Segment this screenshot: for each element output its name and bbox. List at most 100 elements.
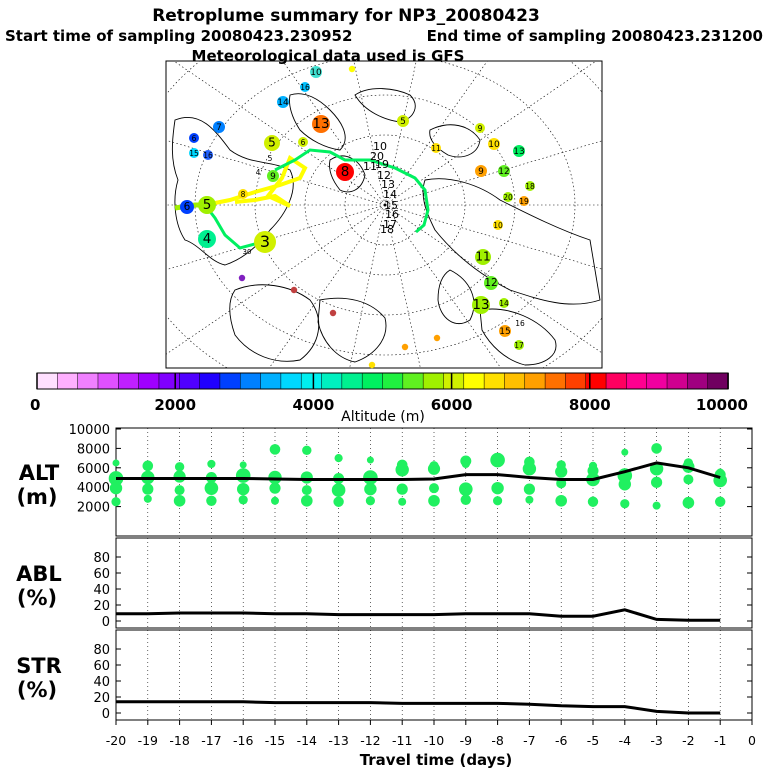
coastline <box>479 308 557 366</box>
y-tick-label: 20 <box>93 599 110 614</box>
polar-label: 12 <box>377 169 391 182</box>
colorbar-swatch <box>646 372 668 390</box>
map-marker-label: 16 <box>203 151 213 160</box>
colorbar-swatch <box>707 372 729 390</box>
map-marker-label: 11 <box>431 144 441 153</box>
map-marker <box>513 145 525 157</box>
map-marker-label: 6 <box>184 201 191 213</box>
x-axis-title: Travel time (days) <box>360 751 513 768</box>
panel-label: ALT <box>19 461 60 485</box>
coastline <box>422 178 601 305</box>
alt-scatter-point <box>620 499 630 509</box>
alt-scatter-point <box>460 494 471 506</box>
x-tick-label: -9 <box>460 733 473 748</box>
alt-scatter-point <box>206 495 217 506</box>
map-marker-label: 4 <box>256 168 261 177</box>
time-series-panels: 100008000600040002000ALT(m)806040200ABL(… <box>16 423 756 748</box>
alt-scatter-point <box>364 482 377 496</box>
map-marker-label: 11 <box>475 250 490 264</box>
colorbar-swatch <box>341 372 363 390</box>
y-tick-label: 6000 <box>77 462 110 477</box>
x-tick-label: -20 <box>106 733 126 748</box>
map-marker-small <box>238 274 246 282</box>
map-marker <box>472 296 490 314</box>
map-marker-small <box>368 361 376 369</box>
map-marker-label: 14 <box>499 299 509 308</box>
alt-scatter-point <box>334 454 343 463</box>
map-marker <box>189 148 199 158</box>
map-marker-label: 15 <box>499 327 510 337</box>
alt-scatter-point <box>429 483 439 494</box>
alt-scatter-point <box>555 465 568 478</box>
map-marker-label: 13 <box>312 116 329 132</box>
start-time-label: Start time of sampling 20080423.230952 <box>5 27 352 45</box>
x-tick-label: -12 <box>360 733 380 748</box>
map-marker <box>431 143 441 153</box>
map-marker <box>488 138 500 150</box>
map-marker-small <box>290 286 298 294</box>
panel-label: ABL <box>16 562 62 586</box>
map-marker <box>312 115 330 133</box>
alt-scatter-point <box>333 496 344 507</box>
coastline <box>437 269 475 325</box>
coastline <box>289 93 346 151</box>
polar-label: 18 <box>380 223 394 236</box>
colorbar-swatch <box>483 372 506 390</box>
alt-scatter-point <box>366 456 374 464</box>
x-tick-label: -5 <box>587 733 599 748</box>
colorbar-tick-label: 10000 <box>696 396 748 414</box>
x-tick-label: -15 <box>265 733 285 748</box>
map-marker-label: 13 <box>472 297 489 313</box>
polar-label: 14 <box>383 188 397 201</box>
alt-scatter-point <box>174 462 185 472</box>
x-tick-label: -17 <box>201 733 221 748</box>
map-marker <box>397 115 409 127</box>
colorbar-swatch <box>300 372 323 390</box>
alt-scatter-point <box>173 470 186 483</box>
colorbar-swatch <box>687 372 709 390</box>
map-marker-small <box>433 334 441 342</box>
y-tick-label: 80 <box>93 643 110 658</box>
map-marker <box>484 276 498 290</box>
map-marker-label: 9 <box>270 172 276 182</box>
alt-scatter-point <box>239 461 247 469</box>
y-tick-label: 60 <box>93 659 110 674</box>
y-tick-label: 10000 <box>69 423 110 438</box>
alt-scatter-point <box>682 496 695 509</box>
colorbar-swatch <box>280 372 302 390</box>
alt-scatter-point <box>490 452 505 468</box>
colorbar-tick-label: 2000 <box>154 396 196 414</box>
alt-scatter-point <box>112 459 120 467</box>
x-tick-label: -8 <box>491 733 504 748</box>
colorbar-tick-label: 4000 <box>293 396 335 414</box>
colorbar-swatch <box>158 372 181 390</box>
colorbar-swatch <box>179 372 201 390</box>
map-marker-label: 14 <box>277 98 289 108</box>
longitude-line <box>384 61 597 206</box>
map-marker-label: 6 <box>301 138 306 147</box>
y-tick-label: 0 <box>102 615 110 630</box>
alt-scatter-point <box>555 494 567 507</box>
alt-scatter-point <box>302 445 312 456</box>
y-tick-label: 20 <box>93 691 110 706</box>
map-marker-label: 13 <box>513 147 524 157</box>
x-tick-label: 0 <box>748 733 756 748</box>
colorbar-swatch <box>361 372 384 390</box>
panel-unit: (%) <box>17 678 57 702</box>
alt-scatter-point <box>491 481 504 495</box>
map-marker <box>254 231 276 253</box>
alt-scatter-point <box>459 482 473 496</box>
alt-scatter-point <box>173 494 186 507</box>
altitude-colorbar: 0 2000 4000 6000 8000 10000 Altitude (m) <box>30 372 748 425</box>
colorbar-swatch <box>97 372 120 390</box>
alt-scatter-point <box>523 483 536 495</box>
map-marker <box>298 137 308 147</box>
map-marker <box>300 82 310 92</box>
map-marker-label: 16 <box>300 83 310 92</box>
alt-scatter-point <box>652 501 661 510</box>
colorbar-label: Altitude (m) <box>341 409 425 425</box>
